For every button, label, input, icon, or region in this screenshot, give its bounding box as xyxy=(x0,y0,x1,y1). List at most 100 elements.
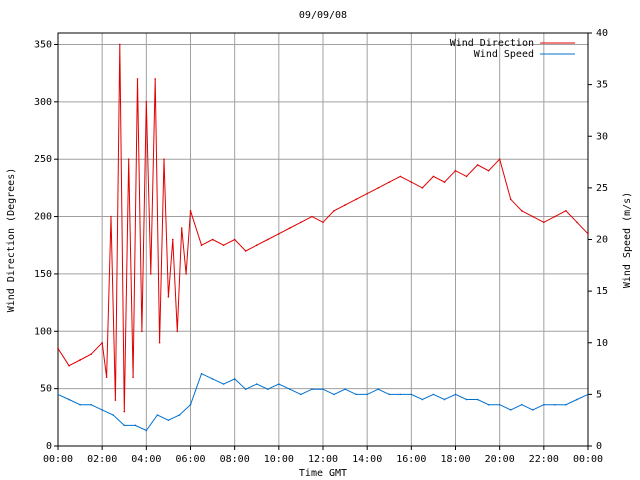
data-point-wind-direction xyxy=(421,187,424,189)
right-tick-label: 40 xyxy=(596,28,608,39)
data-point-wind-direction xyxy=(587,232,589,235)
data-point-wind-speed xyxy=(554,403,556,406)
data-point-wind-direction xyxy=(222,244,225,247)
data-point-wind-speed xyxy=(178,414,181,416)
data-point-wind-speed xyxy=(145,429,148,432)
data-point-wind-speed xyxy=(167,419,170,421)
data-point-wind-direction xyxy=(344,204,346,206)
data-point-wind-speed xyxy=(565,403,567,406)
legend-label-wind-direction: Wind Direction xyxy=(450,38,534,49)
data-point-wind-direction xyxy=(79,359,81,361)
data-point-wind-direction xyxy=(355,198,357,201)
data-point-wind-direction xyxy=(333,210,335,212)
data-point-wind-speed xyxy=(211,378,214,380)
data-point-wind-speed xyxy=(189,403,192,406)
data-point-wind-speed xyxy=(576,398,578,401)
right-tick-label: 15 xyxy=(596,286,608,297)
data-point-wind-speed xyxy=(266,388,269,391)
right-tick-label: 35 xyxy=(596,80,608,91)
left-tick-label: 150 xyxy=(34,269,52,280)
data-point-wind-direction xyxy=(189,210,192,212)
data-point-wind-direction xyxy=(132,376,134,378)
data-point-wind-speed xyxy=(90,403,92,406)
data-point-wind-speed xyxy=(134,424,137,427)
left-axis-ticks: 0 50 100 150 200 250 300 350 xyxy=(34,39,58,452)
legend-label-wind-speed: Wind Speed xyxy=(474,49,534,60)
data-point-wind-speed xyxy=(278,383,280,385)
data-point-wind-direction xyxy=(388,181,391,183)
data-point-wind-direction xyxy=(322,221,324,224)
data-point-wind-speed xyxy=(454,393,457,396)
data-point-wind-direction xyxy=(110,215,112,218)
data-point-wind-direction xyxy=(554,215,556,218)
data-point-wind-direction xyxy=(185,273,187,275)
right-tick-label: 10 xyxy=(596,338,608,349)
data-point-wind-direction xyxy=(136,78,139,80)
data-point-wind-speed xyxy=(112,414,115,416)
data-point-wind-direction xyxy=(366,192,368,195)
x-tick-label: 14:00 xyxy=(352,454,382,465)
right-tick-label: 0 xyxy=(596,441,602,452)
data-point-wind-direction xyxy=(211,238,214,241)
data-point-wind-direction xyxy=(410,181,413,183)
data-point-wind-direction xyxy=(114,399,117,401)
data-point-wind-direction xyxy=(101,341,103,344)
series-layer xyxy=(57,43,589,432)
data-point-wind-direction xyxy=(233,238,236,241)
data-point-wind-speed xyxy=(476,398,479,401)
data-point-wind-speed xyxy=(344,388,346,391)
data-point-wind-speed xyxy=(410,393,413,396)
data-point-wind-speed xyxy=(543,403,545,406)
right-axis-ticks: 0 5 10 15 20 25 30 35 40 xyxy=(588,28,608,452)
data-point-wind-speed xyxy=(57,393,59,396)
data-point-wind-direction xyxy=(443,181,446,183)
data-point-wind-direction xyxy=(476,164,479,166)
data-point-wind-speed xyxy=(531,409,534,411)
data-point-wind-direction xyxy=(176,330,179,333)
data-point-wind-speed xyxy=(289,388,291,391)
legend: Wind Direction Wind Speed xyxy=(450,38,575,60)
data-point-wind-direction xyxy=(300,221,302,224)
x-tick-label: 00:00 xyxy=(43,454,73,465)
left-tick-label: 50 xyxy=(40,384,52,395)
left-tick-label: 250 xyxy=(34,154,52,165)
data-point-wind-speed xyxy=(79,403,81,406)
data-point-wind-direction xyxy=(172,238,174,241)
data-point-wind-speed xyxy=(233,378,236,380)
data-point-wind-speed xyxy=(443,398,446,401)
x-tick-label: 22:00 xyxy=(529,454,559,465)
data-point-wind-speed xyxy=(123,424,126,427)
data-point-wind-speed xyxy=(487,403,490,406)
data-point-wind-speed xyxy=(200,372,203,375)
data-point-wind-direction xyxy=(255,244,258,247)
data-point-wind-speed xyxy=(498,403,501,406)
left-tick-label: 350 xyxy=(34,39,52,50)
left-tick-label: 100 xyxy=(34,326,52,337)
data-point-wind-direction xyxy=(311,215,313,218)
chart-title: 09/09/08 xyxy=(299,10,347,21)
data-point-wind-direction xyxy=(145,101,148,103)
left-tick-label: 0 xyxy=(46,441,52,452)
data-point-wind-direction xyxy=(432,175,435,178)
right-axis-title: Wind Speed (m/s) xyxy=(622,192,633,288)
x-tick-label: 16:00 xyxy=(396,454,426,465)
x-tick-label: 06:00 xyxy=(175,454,205,465)
data-point-wind-speed xyxy=(377,388,380,391)
data-point-wind-direction xyxy=(289,227,291,229)
data-point-wind-direction xyxy=(498,158,501,160)
data-point-wind-speed xyxy=(300,393,302,396)
data-point-wind-direction xyxy=(565,210,567,212)
data-point-wind-direction xyxy=(576,221,578,224)
data-point-wind-direction xyxy=(158,341,161,344)
data-point-wind-speed xyxy=(68,398,70,401)
data-point-wind-speed xyxy=(520,403,523,406)
data-point-wind-direction xyxy=(141,330,143,333)
data-point-wind-speed xyxy=(333,393,335,396)
data-point-wind-direction xyxy=(244,250,247,252)
data-point-wind-direction xyxy=(200,244,203,247)
data-point-wind-speed xyxy=(465,398,468,401)
data-point-wind-speed xyxy=(156,414,159,416)
x-tick-label: 08:00 xyxy=(220,454,250,465)
data-point-wind-speed xyxy=(244,388,247,391)
